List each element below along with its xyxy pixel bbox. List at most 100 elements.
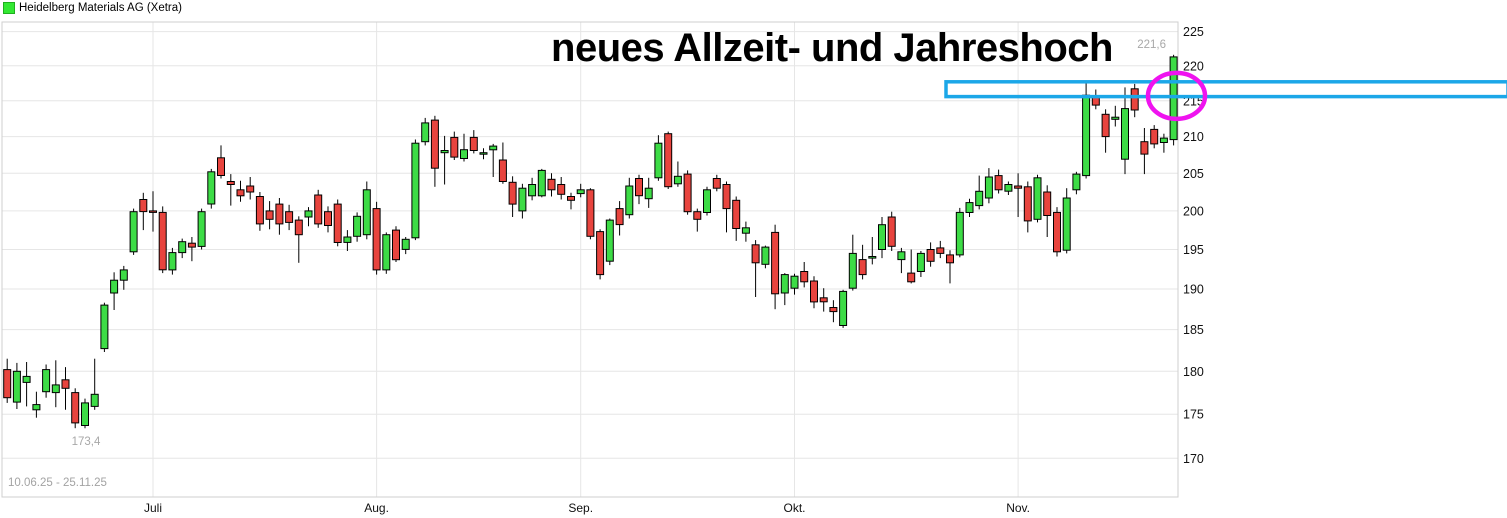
candle (275, 198, 284, 235)
candle (868, 237, 877, 265)
candle (528, 177, 537, 201)
candle (819, 288, 828, 312)
candle (1091, 89, 1100, 110)
candle (90, 358, 99, 410)
candle (1033, 174, 1042, 223)
candle (975, 175, 984, 210)
candle (751, 240, 760, 297)
x-axis-labels: Juli Aug. Sep. Okt. Nov. (144, 501, 1030, 515)
svg-text:Okt.: Okt. (783, 501, 805, 515)
candle (1014, 173, 1023, 217)
candle (314, 189, 323, 228)
candle (1130, 83, 1139, 118)
candle (440, 135, 449, 185)
candle (285, 204, 294, 231)
candle (372, 201, 381, 275)
candle (226, 174, 235, 206)
candle (1150, 125, 1159, 149)
candle (557, 177, 566, 200)
candle (207, 168, 216, 209)
candle (32, 391, 41, 418)
candle (537, 168, 546, 198)
low-value-label: 173,4 (72, 436, 101, 448)
candle (3, 358, 12, 403)
svg-text:210: 210 (1183, 130, 1204, 144)
candle (790, 273, 799, 295)
candle (333, 199, 342, 247)
candle (732, 196, 741, 241)
candle (139, 192, 148, 231)
candle (197, 208, 206, 250)
candle (916, 251, 925, 277)
candle (810, 276, 818, 309)
candle (1159, 133, 1168, 153)
candle (61, 367, 70, 410)
candle (110, 272, 119, 310)
candle (362, 181, 371, 240)
new-high-circle-annotation (1145, 70, 1208, 122)
candle (800, 262, 809, 288)
candle (858, 244, 867, 280)
candle (158, 206, 167, 274)
candle (12, 362, 21, 409)
candle (411, 139, 420, 241)
candle (81, 398, 89, 429)
candle (1004, 181, 1013, 195)
legend-marker-icon (3, 2, 15, 14)
candle (907, 249, 916, 284)
candle (761, 245, 770, 269)
candle (664, 131, 673, 189)
candle (547, 173, 556, 197)
svg-text:195: 195 (1183, 243, 1204, 257)
candle (654, 135, 663, 181)
candle (22, 362, 31, 407)
candle (586, 188, 595, 240)
candle (615, 201, 624, 236)
candle (430, 115, 439, 187)
candle (567, 192, 575, 210)
svg-text:Aug.: Aug. (364, 501, 389, 515)
resistance-highlight-box (944, 80, 1507, 99)
high-value-label: 221,6 (1137, 39, 1166, 51)
candle (771, 224, 780, 310)
candle (236, 180, 245, 202)
candle (887, 211, 896, 251)
candle (839, 289, 848, 328)
candle (1101, 109, 1110, 153)
candle (392, 226, 400, 262)
candle (129, 208, 138, 255)
candle (1043, 185, 1052, 237)
candle (605, 218, 614, 266)
svg-text:200: 200 (1183, 204, 1204, 218)
candle (644, 177, 653, 208)
candle (421, 117, 430, 146)
candle (71, 388, 80, 429)
candle (722, 181, 731, 233)
date-range-label: 10.06.25 - 25.11.25 (8, 477, 107, 489)
gridlines (2, 22, 1178, 497)
candle (693, 208, 702, 232)
candle (673, 161, 682, 187)
candle (304, 207, 313, 227)
candle (489, 143, 498, 177)
candle (100, 302, 109, 352)
svg-text:205: 205 (1183, 167, 1204, 181)
svg-text:Sep.: Sep. (568, 501, 593, 515)
candle (703, 186, 711, 216)
candle (479, 148, 488, 160)
candle (401, 237, 410, 255)
svg-text:180: 180 (1183, 365, 1204, 379)
svg-text:220: 220 (1183, 59, 1204, 73)
candle (946, 250, 954, 284)
candle (42, 364, 51, 398)
candle (683, 170, 692, 215)
candle (119, 265, 128, 290)
candle (780, 273, 789, 306)
candle (382, 232, 391, 274)
candle (936, 240, 945, 259)
candle (353, 212, 362, 242)
candle (635, 174, 643, 205)
candle (1062, 188, 1071, 254)
